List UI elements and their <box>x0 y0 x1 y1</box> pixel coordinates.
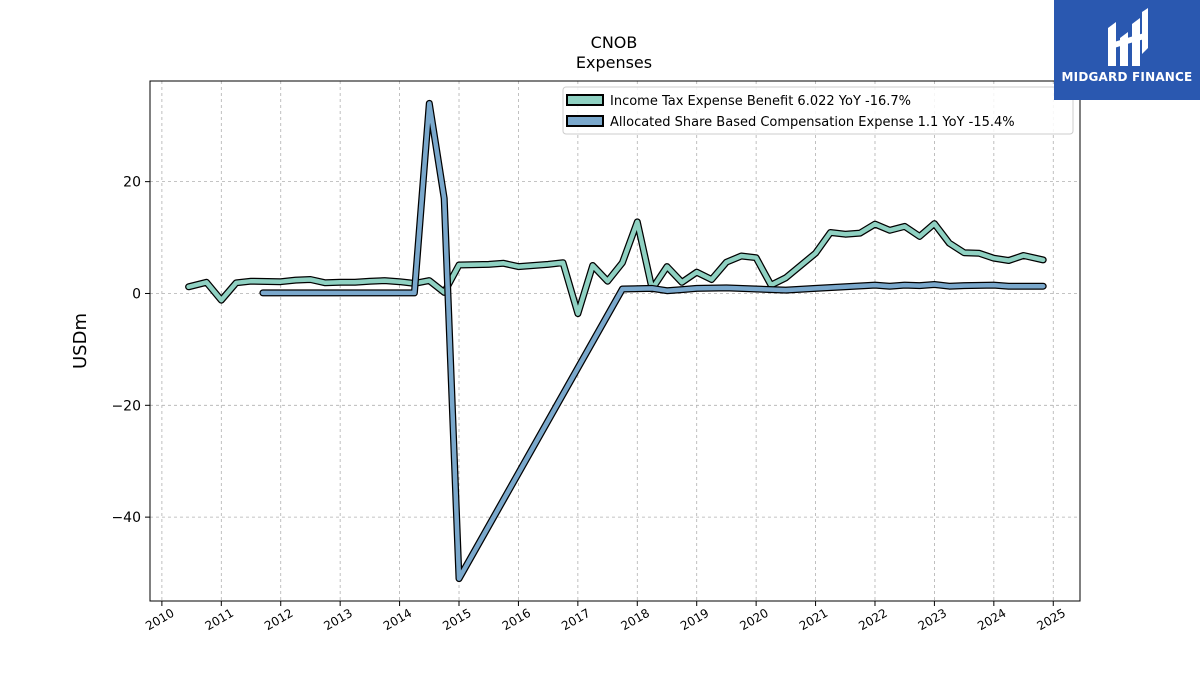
x-tick-label: 2024 <box>975 606 1008 633</box>
x-tick-label: 2021 <box>797 606 830 633</box>
series-lines <box>185 99 1047 583</box>
x-tick-label: 2010 <box>143 606 176 633</box>
midgard-finance-logo: MIDGARD FINANCE <box>1054 0 1200 100</box>
x-tick-label: 2013 <box>321 606 354 633</box>
chart-subtitle: Expenses <box>576 53 652 72</box>
y-tick-label: 20 <box>123 175 141 191</box>
y-axis-label: USDm <box>70 313 91 369</box>
legend-label-income-tax: Income Tax Expense Benefit 6.022 YoY -16… <box>610 94 911 109</box>
x-tick-label: 2020 <box>737 606 770 633</box>
grid <box>150 81 1080 601</box>
x-tick-label: 2023 <box>916 606 949 633</box>
logo-mark-icon <box>1108 8 1148 66</box>
legend-swatch-share-comp <box>566 115 604 127</box>
x-tick-label: 2012 <box>262 606 295 633</box>
x-tick-label: 2011 <box>203 606 236 633</box>
chart-title: CNOB <box>591 33 638 52</box>
x-tick-label: 2016 <box>500 606 533 633</box>
income-tax-series-line <box>186 219 1046 316</box>
share-comp-series-outline <box>259 99 1047 583</box>
x-tick-label: 2015 <box>440 606 473 633</box>
legend-box <box>562 86 1074 135</box>
axes: 2010 2011 2012 2013 2014 2015 2016 2017 2018 2019… <box>111 175 1068 634</box>
y-tick-label: −40 <box>111 510 141 526</box>
x-tick-label: 2022 <box>856 606 889 633</box>
legend-label-share-comp: Allocated Share Based Compensation Expen… <box>610 115 1015 130</box>
legend-swatch-income-tax <box>566 94 604 106</box>
y-tick-label: −20 <box>111 398 141 414</box>
x-tick-label: 2025 <box>1035 606 1068 633</box>
y-tick-label: 0 <box>132 286 141 302</box>
share-comp-series-line <box>260 101 1046 581</box>
x-tick-label: 2017 <box>559 606 592 633</box>
x-tick-label: 2014 <box>381 606 414 633</box>
legend: Income Tax Expense Benefit 6.022 YoY -16… <box>562 86 1074 135</box>
plot-frame <box>149 80 1081 602</box>
x-tick-label: 2019 <box>678 606 711 633</box>
logo-text: MIDGARD FINANCE <box>1061 70 1193 84</box>
x-tick-label: 2018 <box>619 606 652 633</box>
